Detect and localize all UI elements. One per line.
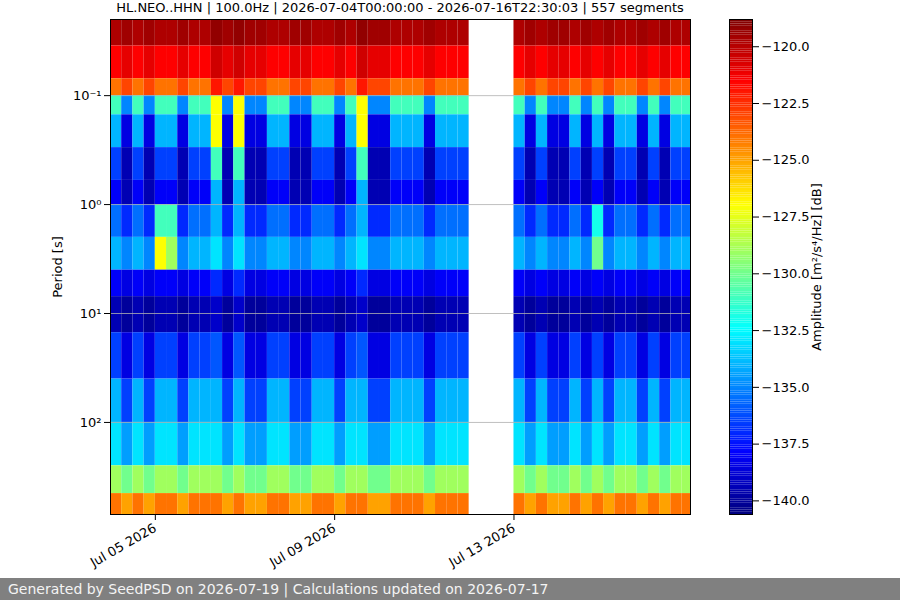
svg-text:10²: 10²	[80, 415, 102, 430]
svg-text:−127.5: −127.5	[762, 209, 810, 224]
svg-text:Jul 05 2026: Jul 05 2026	[87, 520, 159, 570]
svg-text:Period [s]: Period [s]	[50, 236, 65, 298]
svg-text:−135.0: −135.0	[762, 380, 810, 395]
svg-text:10¹: 10¹	[80, 306, 102, 321]
svg-text:−140.0: −140.0	[762, 493, 810, 508]
html-text:Generated by SeedPSD on 2026-0: Generated by SeedPSD on 2026-07-19 | Cal…	[8, 581, 549, 597]
svg-text:−137.5: −137.5	[762, 436, 810, 451]
svg-text:Jul 13 2026: Jul 13 2026	[445, 520, 517, 570]
svg-text:10⁰: 10⁰	[80, 197, 102, 212]
svg-text:Amplitude [m²/s⁴/Hz] [dB]: Amplitude [m²/s⁴/Hz] [dB]	[809, 183, 824, 351]
svg-text:10⁻¹: 10⁻¹	[73, 88, 102, 103]
svg-text:Jul 09 2026: Jul 09 2026	[266, 520, 338, 570]
svg-text:−132.5: −132.5	[762, 323, 810, 338]
html-text:HL.NEO..HHN | 100.0Hz | 2026-0: HL.NEO..HHN | 100.0Hz | 2026-07-04T00:00…	[116, 0, 684, 15]
svg-text:−125.0: −125.0	[762, 152, 810, 167]
svg-text:−122.5: −122.5	[762, 96, 810, 111]
svg-text:−130.0: −130.0	[762, 266, 810, 281]
svg-text:−120.0: −120.0	[762, 39, 810, 54]
